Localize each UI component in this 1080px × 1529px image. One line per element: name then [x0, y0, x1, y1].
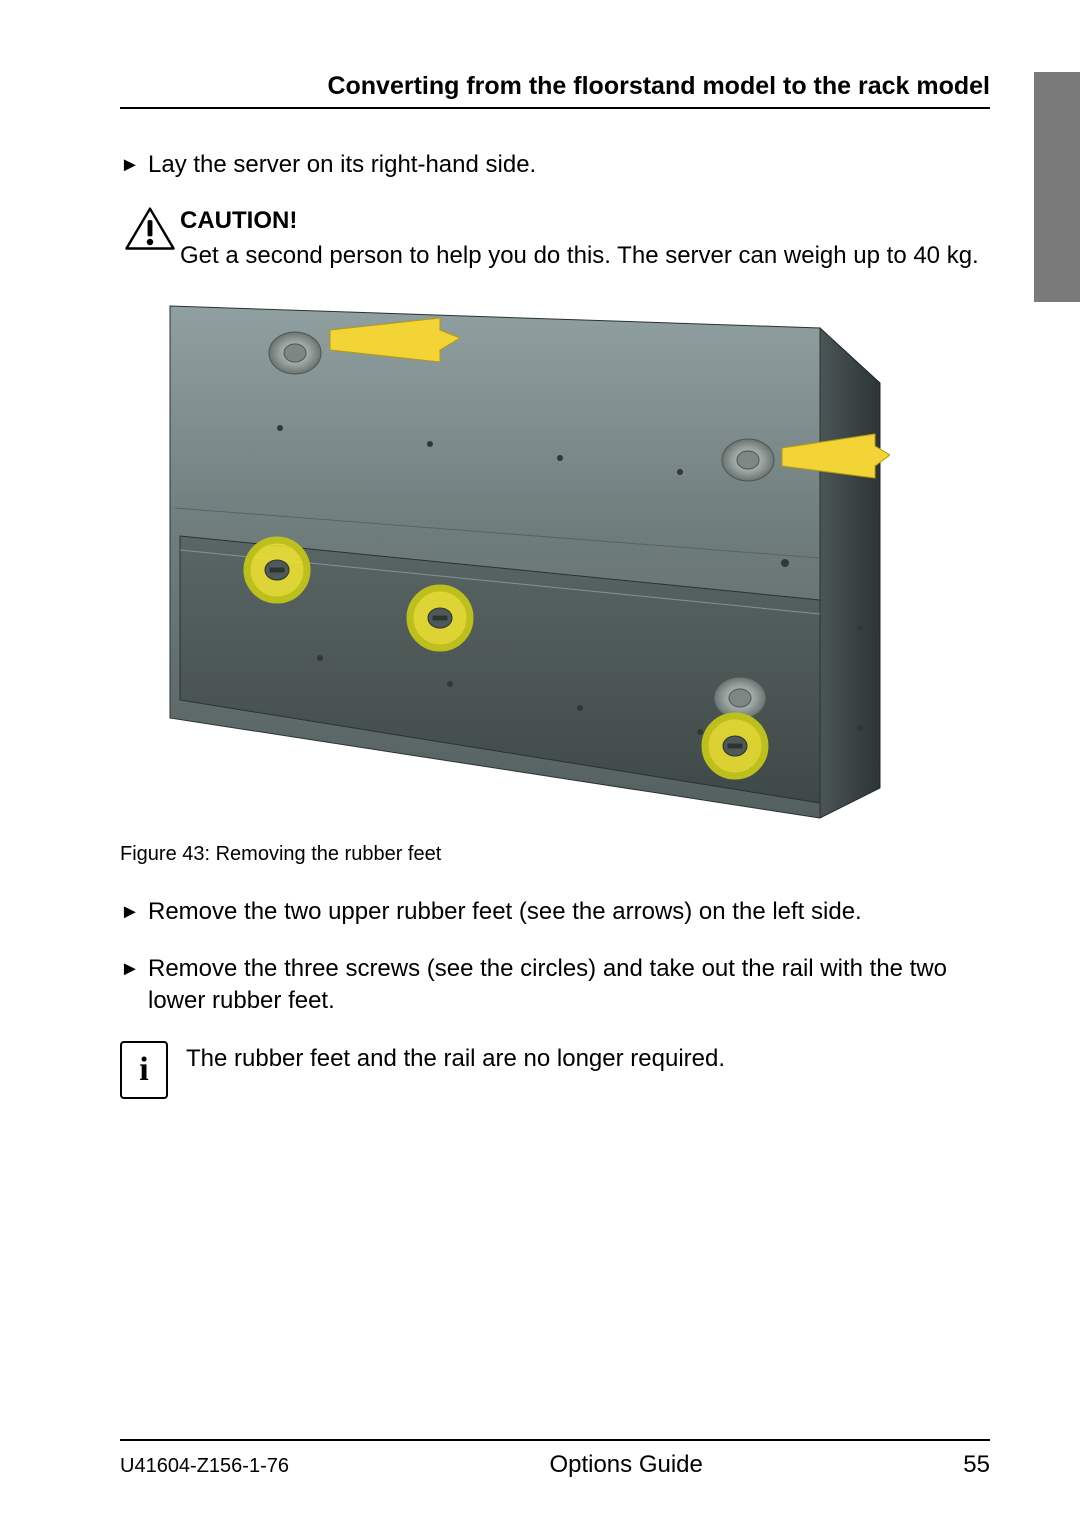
- info-symbol: i: [139, 1051, 148, 1089]
- caution-text: CAUTION! Get a second person to help you…: [180, 205, 990, 272]
- footer-page-number: 55: [963, 1451, 990, 1479]
- step-2: ► Remove the two upper rubber feet (see …: [120, 896, 990, 928]
- footer-doc-code: U41604-Z156-1-76: [120, 1455, 289, 1478]
- info-body: The rubber feet and the rail are no long…: [186, 1041, 990, 1075]
- caution-block: CAUTION! Get a second person to help you…: [120, 205, 990, 272]
- footer-center: Options Guide: [289, 1451, 963, 1479]
- step-text: Remove the two upper rubber feet (see th…: [148, 896, 990, 928]
- step-1: ► Lay the server on its right-hand side.: [120, 149, 990, 181]
- figure-image: [120, 298, 890, 833]
- step-3: ► Remove the three screws (see the circl…: [120, 953, 990, 1018]
- page-footer: U41604-Z156-1-76 Options Guide 55: [120, 1439, 990, 1479]
- step-text: Remove the three screws (see the circles…: [148, 953, 990, 1018]
- info-block: i The rubber feet and the rail are no lo…: [120, 1041, 990, 1099]
- caution-heading: CAUTION!: [180, 205, 990, 237]
- step-marker-icon: ►: [120, 896, 148, 928]
- caution-icon: [120, 205, 180, 253]
- step-marker-icon: ►: [120, 149, 148, 181]
- step-text: Lay the server on its right-hand side.: [148, 149, 990, 181]
- page-header-title: Converting from the floorstand model to …: [120, 72, 990, 109]
- step-marker-icon: ►: [120, 953, 148, 985]
- side-tab: [1034, 72, 1080, 302]
- page: Converting from the floorstand model to …: [0, 0, 1080, 1529]
- info-icon: i: [120, 1041, 168, 1099]
- caution-body: Get a second person to help you do this.…: [180, 240, 990, 272]
- figure-caption: Figure 43: Removing the rubber feet: [120, 843, 990, 866]
